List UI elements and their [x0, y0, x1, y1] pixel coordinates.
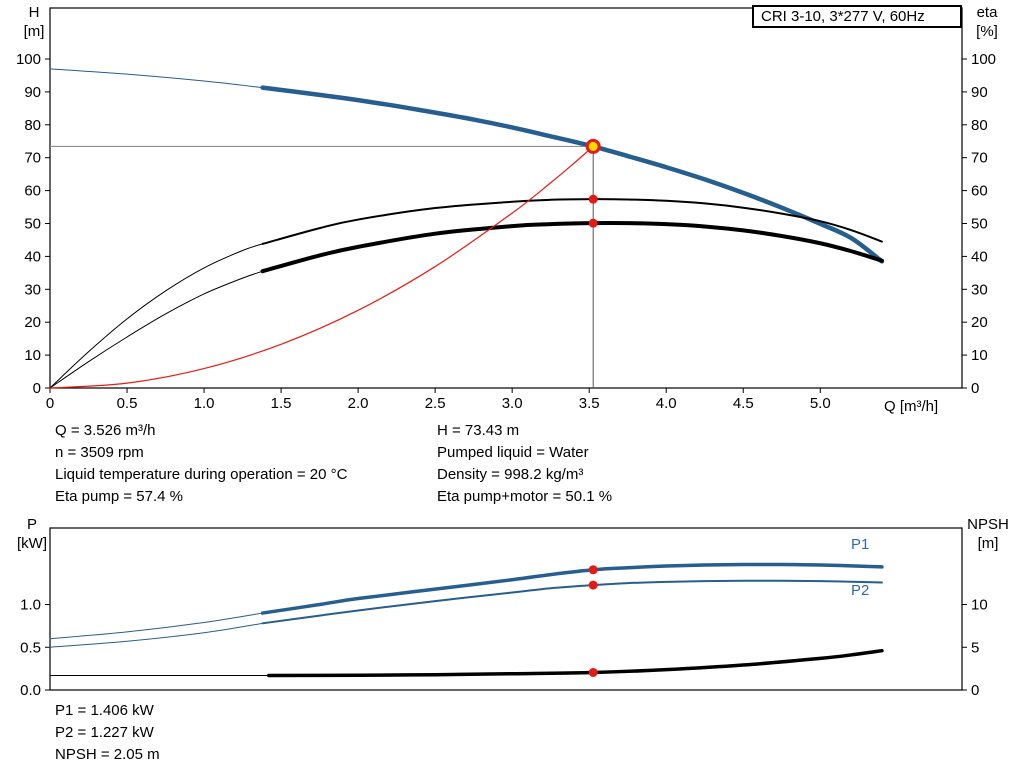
- x-tick-label: 3.5: [579, 395, 600, 412]
- p1-curve: [260, 562, 884, 615]
- axis-title-line: NPSH: [967, 516, 1009, 533]
- eta-pump-motor-curve: [260, 221, 884, 274]
- axis-title-line: [m]: [977, 535, 999, 552]
- x-tick-label: 4.5: [733, 395, 754, 412]
- y-left-tick-label: 100: [16, 51, 41, 68]
- duty-info-left: Q = 3.526 m³/h n = 3509 rpm Liquid tempe…: [55, 420, 347, 508]
- info-line: NPSH = 2.05 m: [55, 746, 160, 763]
- y-left-tick-label: 20: [24, 314, 41, 331]
- y-left-tick-label: 40: [24, 248, 41, 265]
- info-line: Eta pump = 57.4 %: [55, 488, 183, 505]
- x-tick-label: 0.5: [117, 395, 138, 412]
- y-right-tick-label: 60: [971, 183, 988, 200]
- axis-title-line: [%]: [976, 23, 998, 40]
- y-right-tick-label: 20: [971, 314, 988, 331]
- y-right-tick-label: 80: [971, 117, 988, 134]
- y-right-tick-label: 100: [971, 51, 996, 68]
- top-chart: 0 0.5 1.0 1.5 2.0 2.5 3.0 3.5 4.0 4.5 5.0 0 10 20 30 40…: [16, 7, 996, 412]
- info-line: Pumped liquid = Water: [437, 444, 589, 461]
- y-left-tick-label: 0.0: [20, 682, 41, 699]
- info-line: n = 3509 rpm: [55, 444, 144, 461]
- top-right-axis-title: eta [%]: [964, 3, 1010, 41]
- p2-curve-label: P2: [851, 582, 870, 599]
- x-tick-label: 2.0: [348, 395, 369, 412]
- info-line: P2 = 1.227 kW: [55, 724, 154, 741]
- x-tick-label: 1.5: [271, 395, 292, 412]
- y-left-tick-label: 90: [24, 84, 41, 101]
- y-right-tick-label: 10: [971, 347, 988, 364]
- p2-curve-thin: [49, 622, 264, 648]
- y-left-tick-label: 60: [24, 183, 41, 200]
- bottom-left-axis-title: P [kW]: [8, 515, 56, 553]
- x-tick-label: 1.0: [194, 395, 215, 412]
- plot-border: [49, 7, 963, 389]
- eta-pump-motor-curve-thin: [49, 270, 264, 389]
- y-right-tick-label: 0: [971, 380, 979, 397]
- y-right-tick-label: 5: [971, 639, 979, 656]
- npsh-curve: [267, 648, 884, 678]
- y-right-tick-label: 10: [971, 597, 988, 614]
- p1-point: [588, 565, 598, 575]
- info-line: Density = 998.2 kg/m³: [437, 466, 584, 483]
- head-curve-thin: [49, 68, 264, 89]
- info-line: Eta pump+motor = 50.1 %: [437, 488, 613, 505]
- x-axis-title: Q [m³/h]: [884, 398, 939, 415]
- y-left-tick-label: 50: [24, 215, 41, 232]
- bottom-chart: 0.0 0.5 1.0 0 5 10: [20, 527, 988, 699]
- y-right-tick-label: 70: [971, 150, 988, 167]
- axis-title-line: eta: [976, 4, 998, 21]
- info-line: H = 73.43 m: [437, 422, 520, 439]
- npsh-point: [588, 667, 598, 677]
- bottom-right-axis-title: NPSH [m]: [958, 515, 1018, 553]
- eta-pump-motor-point: [588, 218, 598, 228]
- top-left-axis-title: H [m]: [12, 3, 56, 41]
- axis-title-line: P: [26, 516, 37, 533]
- info-line: Liquid temperature during operation = 20…: [55, 466, 348, 483]
- eta-pump-curve: [261, 198, 883, 245]
- duty-info-right: H = 73.43 m Pumped liquid = Water Densit…: [437, 420, 612, 508]
- y-right-tick-label: 0: [971, 682, 979, 699]
- y-left-tick-label: 1.0: [20, 597, 41, 614]
- axis-title-line: [m]: [23, 23, 45, 40]
- power-info: P1 = 1.406 kW P2 = 1.227 kW NPSH = 2.05 …: [55, 700, 160, 766]
- p1-curve-label: P1: [851, 536, 870, 553]
- y-right-tick-label: 40: [971, 248, 988, 265]
- p2-curve: [261, 579, 883, 625]
- axis-title-line: H: [28, 4, 40, 21]
- y-right-tick-label: 90: [971, 84, 988, 101]
- y-left-tick-label: 10: [24, 347, 41, 364]
- x-tick-label: 2.5: [425, 395, 446, 412]
- y-right-tick-label: 30: [971, 281, 988, 298]
- x-tick-label: 5.0: [810, 395, 831, 412]
- x-tick-label: 3.0: [502, 395, 523, 412]
- info-line: Q = 3.526 m³/h: [55, 422, 156, 439]
- y-left-tick-label: 30: [24, 281, 41, 298]
- eta-pump-curve-thin: [49, 243, 264, 389]
- y-left-tick-label: 0: [33, 380, 41, 397]
- x-tick-label: 0: [46, 395, 54, 412]
- system-curve: [49, 145, 594, 389]
- y-left-tick-label: 0.5: [20, 639, 41, 656]
- y-left-tick-label: 80: [24, 117, 41, 134]
- x-tick-label: 4.0: [656, 395, 677, 412]
- axis-title-line: [kW]: [17, 535, 47, 552]
- p1-curve-thin: [49, 612, 264, 640]
- y-right-tick-label: 50: [971, 215, 988, 232]
- info-line: P1 = 1.406 kW: [55, 702, 154, 719]
- plot-border: [49, 527, 963, 691]
- pump-title-box: CRI 3-10, 3*277 V, 60Hz: [752, 5, 962, 28]
- eta-pump-point: [588, 194, 598, 204]
- y-left-tick-label: 70: [24, 150, 41, 167]
- p2-point: [588, 580, 598, 590]
- duty-point: [585, 138, 601, 154]
